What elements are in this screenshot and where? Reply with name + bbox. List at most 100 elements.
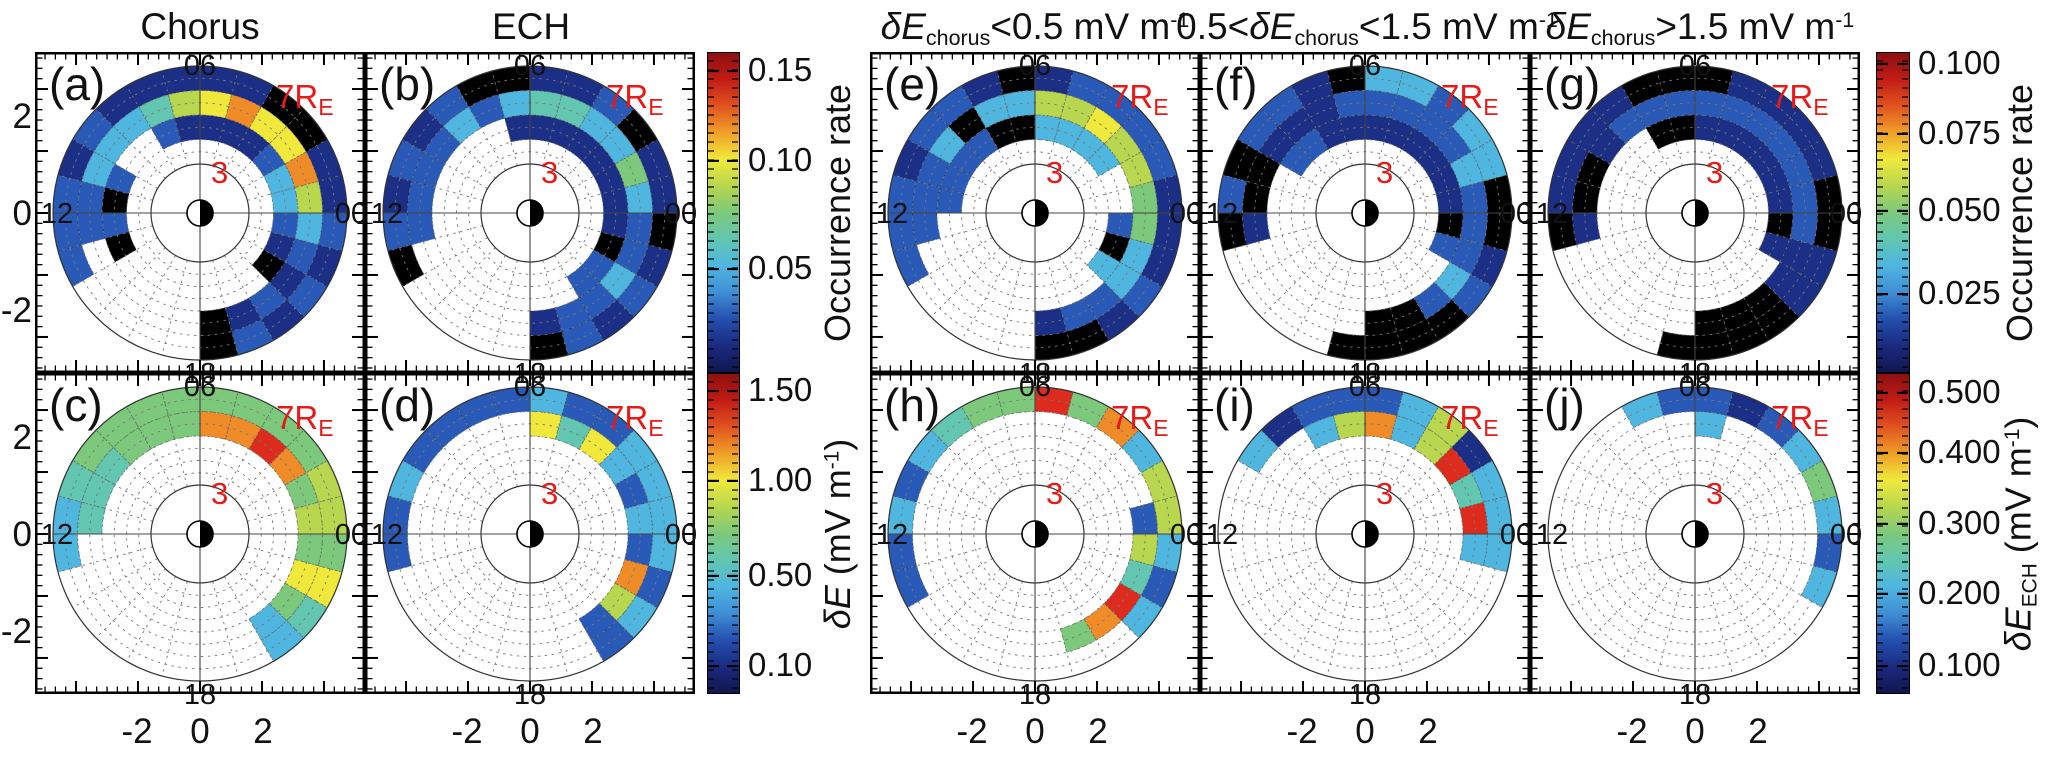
mlt-bin xyxy=(566,264,600,299)
mlt-label-06: 06 xyxy=(1019,371,1051,403)
colorbar-tick-label: 0.300 xyxy=(1918,503,2001,541)
mlt-bin xyxy=(593,163,626,195)
frame-ticks xyxy=(872,54,1198,371)
mlt-bin xyxy=(1071,127,1105,162)
radial-label-3: 3 xyxy=(1046,476,1063,511)
mlt-bin xyxy=(581,249,616,283)
x-axis-label: -2 xyxy=(956,712,988,751)
mlt-bin xyxy=(77,212,106,246)
mlt-label-18: 18 xyxy=(184,679,216,711)
earth-icon xyxy=(516,520,544,548)
mlt-label-12: 12 xyxy=(41,519,73,551)
panel-frame xyxy=(1200,52,1530,373)
radial-label-7re: 7RE xyxy=(606,399,664,441)
text-segment: Occurrence rate xyxy=(817,83,858,342)
radial-label-3: 3 xyxy=(1376,476,1393,511)
radial-label-7re: 7RE xyxy=(276,78,334,120)
panel-letter: (g) xyxy=(1544,58,1600,110)
column-title-chorus: Chorus xyxy=(140,6,259,48)
x-axis-label: 2 xyxy=(253,712,273,751)
mlt-bin xyxy=(270,212,299,239)
radial-label-7re: 7RE xyxy=(1441,78,1499,120)
panel-frame xyxy=(365,52,695,373)
mlt-label-00: 00 xyxy=(1170,519,1202,551)
earth-icon xyxy=(1681,199,1709,227)
panel-frame xyxy=(1530,52,1860,373)
mlt-bin xyxy=(1435,212,1464,239)
mlt-label-18: 18 xyxy=(1679,679,1711,711)
mlt-bin xyxy=(236,127,270,162)
mlt-bin xyxy=(1401,127,1435,162)
mlt-label-06: 06 xyxy=(514,371,546,403)
text-segment: Occurrence rate xyxy=(1999,83,2040,342)
mlt-label-12: 12 xyxy=(876,519,908,551)
colorbar-tick-label: 0.050 xyxy=(1918,190,2001,228)
earth-icon xyxy=(1351,520,1379,548)
mlt-label-12: 12 xyxy=(1536,198,1568,230)
colorbar-cb3 xyxy=(1876,52,1910,373)
earth-icon xyxy=(1021,199,1049,227)
radial-label-7re: 7RE xyxy=(1771,399,1829,441)
text-segment: -1 xyxy=(1835,8,1855,33)
colorbar-tick-label: 0.400 xyxy=(1918,432,2001,470)
colorbar-axis-label: δE (mV m-1) xyxy=(817,438,859,629)
mlt-bin xyxy=(1669,114,1696,143)
frame-ticks xyxy=(367,375,693,692)
radial-label-3: 3 xyxy=(1706,476,1723,511)
colorbar-tick-label: 1.50 xyxy=(748,371,813,408)
mlt-bin xyxy=(892,565,930,609)
panel-frame xyxy=(1200,373,1530,694)
mlt-label-12: 12 xyxy=(41,198,73,230)
mlt-label-00: 00 xyxy=(665,198,697,230)
mlt-label-06: 06 xyxy=(184,371,216,403)
colorbar-cb1 xyxy=(707,52,740,373)
text-segment: chorus xyxy=(1590,26,1656,50)
frame-ticks xyxy=(37,375,363,692)
mlt-label-00: 00 xyxy=(335,519,367,551)
y-axis-label: 0 xyxy=(12,194,32,233)
mlt-label-06: 06 xyxy=(1349,50,1381,82)
mlt-label-12: 12 xyxy=(371,198,403,230)
column-title-ech: ECH xyxy=(492,6,570,48)
mlt-bin xyxy=(263,163,296,195)
text-segment: -1 xyxy=(2001,428,2025,447)
panel-i-dial: (i) 06 18 12 00 3 7RE xyxy=(1200,371,1532,711)
mlt-bin xyxy=(1758,163,1791,195)
x-axis-label: 0 xyxy=(1025,712,1045,751)
colorbar-tick-label: 0.500 xyxy=(1918,372,2001,410)
mlt-bin xyxy=(1339,114,1366,143)
mlt-bin xyxy=(1800,565,1838,609)
mlt-bin xyxy=(1765,212,1794,239)
column-title-high: δEchorus>1.5 mV m-1 xyxy=(1546,6,1855,51)
y-axis-label: 0 xyxy=(12,515,32,554)
column-title-mid: 0.5<δEchorus<1.5 mV m-1 xyxy=(1176,6,1558,51)
colorbar-tick-label: 0.025 xyxy=(1918,274,2001,312)
mlt-label-00: 00 xyxy=(1170,198,1202,230)
panel-letter: (e) xyxy=(884,58,940,110)
colorbar-tick-label: 0.100 xyxy=(1918,43,2001,81)
mlt-bin xyxy=(912,212,941,246)
colorbar-ticks xyxy=(1877,60,1908,368)
mlt-label-12: 12 xyxy=(1206,198,1238,230)
column-title-low: δEchorus<0.5 mV m-1 xyxy=(881,6,1190,51)
text-segment: δE xyxy=(817,584,858,629)
mlt-label-12: 12 xyxy=(371,519,403,551)
text-segment: δE xyxy=(880,6,926,47)
colorbar-ticks xyxy=(708,60,738,368)
colorbar-axis-label: Occurrence rate xyxy=(817,83,859,341)
mlt-label-18: 18 xyxy=(514,679,546,711)
mlt-bin xyxy=(1383,117,1415,150)
colorbar-cb4 xyxy=(1876,373,1910,694)
x-axis-label: 0 xyxy=(1685,712,1705,751)
radial-label-3: 3 xyxy=(211,476,228,511)
radial-label-7re: 7RE xyxy=(606,78,664,120)
text-segment: chorus xyxy=(1294,26,1359,50)
mlt-bin xyxy=(949,143,984,177)
mlt-bin xyxy=(174,114,201,143)
colorbar-ticks xyxy=(708,381,738,689)
mlt-bin xyxy=(101,212,130,239)
colorbar-tick-label: 1.00 xyxy=(748,460,813,498)
mlt-label-12: 12 xyxy=(876,198,908,230)
radial-label-7re: 7RE xyxy=(1441,399,1499,441)
